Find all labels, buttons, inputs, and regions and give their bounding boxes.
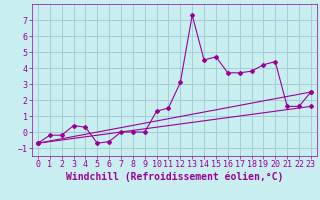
X-axis label: Windchill (Refroidissement éolien,°C): Windchill (Refroidissement éolien,°C) xyxy=(66,172,283,182)
